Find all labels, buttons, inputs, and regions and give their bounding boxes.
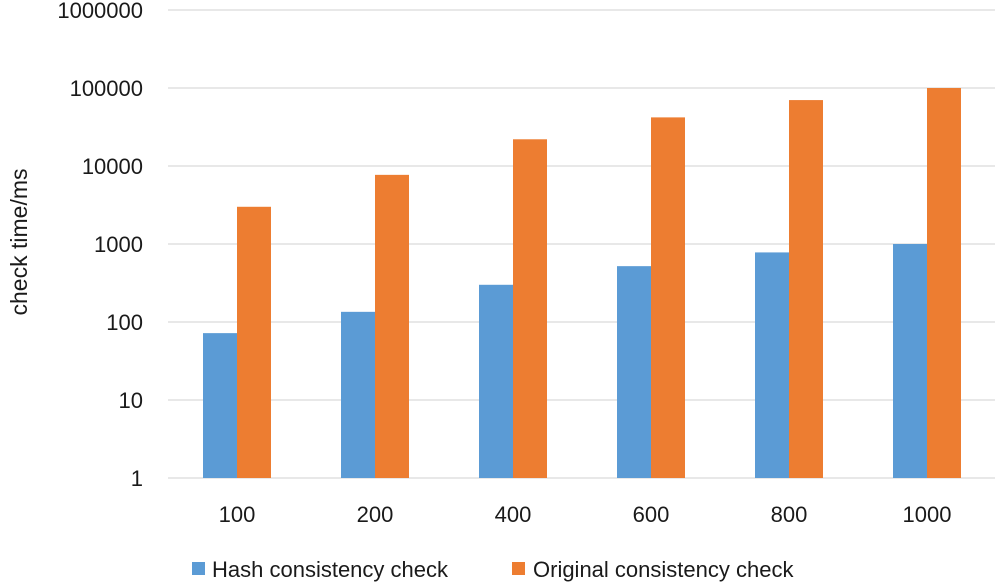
y-tick-label: 100000 xyxy=(70,76,143,101)
x-tick-label: 400 xyxy=(495,502,532,527)
y-tick-label: 10000 xyxy=(82,154,143,179)
legend-swatch-original xyxy=(512,562,525,575)
bar-hash-200 xyxy=(341,311,375,478)
y-tick-label: 100 xyxy=(106,310,143,335)
y-tick-labels: 1 10 100 1000 10000 100000 1000000 xyxy=(57,0,143,491)
y-tick-label: 1000000 xyxy=(57,0,143,23)
bar-original-400 xyxy=(513,139,547,479)
legend: Hash consistency check Original consiste… xyxy=(192,557,794,582)
bar-hash-800 xyxy=(755,252,789,478)
bar-original-100 xyxy=(237,206,271,478)
legend-swatch-hash xyxy=(192,562,205,575)
x-tick-label: 100 xyxy=(219,502,256,527)
bar-hash-100 xyxy=(203,333,237,478)
bar-hash-600 xyxy=(617,266,651,478)
legend-label-original: Original consistency check xyxy=(533,557,794,582)
bars xyxy=(203,88,961,479)
bar-original-600 xyxy=(651,117,685,478)
x-tick-labels: 100 200 400 600 800 1000 xyxy=(219,502,952,527)
y-axis-title: check time/ms xyxy=(6,169,32,316)
x-tick-label: 800 xyxy=(771,502,808,527)
x-tick-label: 600 xyxy=(633,502,670,527)
x-tick-label: 200 xyxy=(357,502,394,527)
gridlines xyxy=(168,9,995,479)
y-tick-label: 1 xyxy=(131,466,143,491)
bar-hash-400 xyxy=(479,284,513,478)
y-tick-label: 10 xyxy=(119,388,143,413)
bar-original-1000 xyxy=(927,88,961,478)
legend-label-hash: Hash consistency check xyxy=(212,557,449,582)
y-tick-label: 1000 xyxy=(94,232,143,257)
x-tick-label: 1000 xyxy=(903,502,952,527)
bar-hash-1000 xyxy=(893,244,927,478)
bar-original-200 xyxy=(375,174,409,478)
bar-original-800 xyxy=(789,100,823,479)
